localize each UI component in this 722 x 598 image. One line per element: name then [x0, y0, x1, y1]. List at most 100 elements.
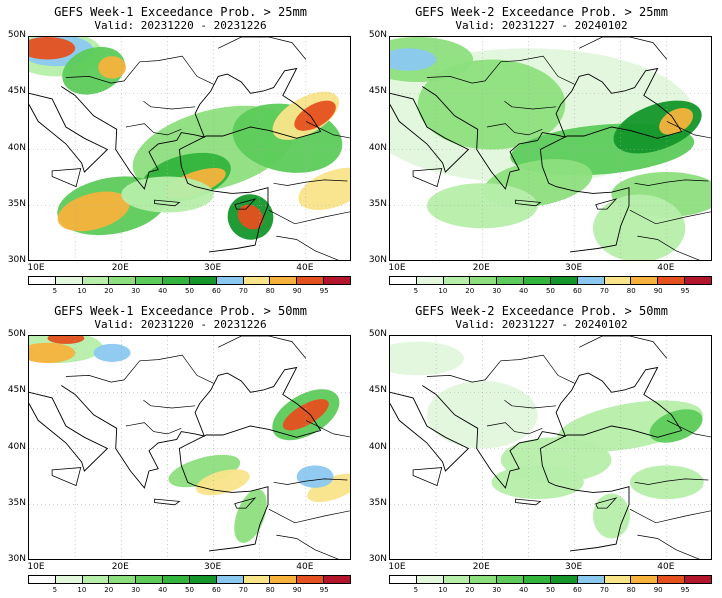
colorbar-swatch	[631, 277, 659, 284]
colorbar-swatch	[297, 576, 325, 583]
colorbar-swatch	[604, 277, 632, 284]
colorbar-swatch	[658, 576, 686, 583]
country-border	[276, 235, 339, 260]
colorbar-swatch	[390, 576, 417, 583]
colorbar-swatch	[443, 576, 471, 583]
latitude-label: 30N	[368, 554, 387, 564]
panel-valid-dates: Valid: 20231220 - 20231226	[94, 19, 267, 32]
island-outline	[595, 497, 618, 509]
latitude-label: 30N	[7, 255, 26, 265]
colorbar-tick-label: 5	[52, 287, 58, 295]
colorbar-tick-label: 5	[413, 287, 419, 295]
longitude-label: 30E	[203, 562, 222, 572]
probability-contour	[29, 342, 76, 363]
longitude-label: 30E	[564, 562, 583, 572]
country-borders	[65, 37, 350, 260]
coastlines	[390, 366, 683, 552]
panel-title: GEFS Week-1 Exceedance Prob. > 50mm	[54, 304, 307, 318]
longitude-label: 40E	[657, 263, 675, 273]
country-border	[579, 336, 668, 359]
colorbar-swatch	[577, 576, 605, 583]
probability-contour	[98, 56, 126, 79]
country-border	[273, 478, 348, 485]
latitude-label: 45N	[7, 385, 26, 396]
colorbar-tick-label: 30	[131, 586, 141, 594]
colorbar	[28, 575, 351, 584]
latitude-label: 35N	[368, 497, 387, 508]
colorbar-tick-label: 40	[519, 287, 529, 295]
colorbar-swatch	[270, 277, 298, 284]
country-border	[486, 422, 543, 435]
country-border	[143, 399, 196, 409]
map-panel-week2-50mm: GEFS Week-2 Exceedance Prob. > 50mm Vali…	[361, 299, 722, 598]
colorbar-swatch	[577, 277, 605, 284]
coastline	[422, 67, 683, 253]
colorbar-tick-label: 10	[77, 287, 87, 295]
panel-valid-dates: Valid: 20231227 - 20240102	[455, 318, 628, 331]
colorbar-swatch	[470, 576, 498, 583]
colorbar-swatch	[243, 576, 271, 583]
colorbar-tick-label: 20	[465, 586, 475, 594]
colorbar-swatch	[189, 576, 217, 583]
colorbar-tick-label: 90	[653, 287, 663, 295]
colorbar-tick-label: 40	[519, 586, 529, 594]
colorbar	[28, 276, 351, 285]
probability-shading	[29, 336, 350, 543]
longitude-label: 10E	[388, 263, 406, 273]
colorbar-tick-label: 95	[680, 287, 690, 295]
probability-contour	[390, 48, 437, 71]
map-panel-week2-25mm: GEFS Week-2 Exceedance Prob. > 25mm Vali…	[361, 0, 722, 299]
colorbar-swatch	[270, 576, 298, 583]
colorbar-tick-label: 80	[265, 287, 275, 295]
colorbar-swatch	[109, 576, 137, 583]
probability-contour	[593, 194, 686, 260]
colorbar-tick-label: 60	[572, 287, 582, 295]
probability-contour	[390, 341, 464, 376]
latitude-label: 50N	[7, 329, 26, 339]
colorbar-swatch	[685, 277, 711, 284]
colorbar-swatch	[136, 277, 164, 284]
country-borders	[426, 37, 711, 260]
coastline	[61, 366, 322, 552]
colorbar-tick-label: 30	[131, 287, 141, 295]
latitude-label: 35N	[7, 497, 26, 508]
colorbar-tick-label: 30	[492, 287, 502, 295]
longitude-label: 10E	[27, 562, 45, 572]
country-border	[218, 336, 307, 359]
map-canvas	[390, 37, 711, 260]
country-border	[629, 209, 711, 225]
colorbar-swatch	[550, 576, 578, 583]
country-border	[634, 179, 709, 186]
colorbar-tick-label: 50	[546, 287, 555, 295]
colorbar-tick-label: 70	[599, 586, 609, 594]
coastline	[390, 391, 470, 472]
country-border	[629, 508, 711, 524]
colorbar-swatch	[416, 576, 444, 583]
longitude-label: 30E	[203, 263, 222, 273]
island-outline	[51, 467, 82, 487]
probability-contour	[426, 381, 538, 449]
latitude-label: 40N	[7, 441, 26, 452]
island-outline	[234, 497, 257, 509]
colorbar-tick-label: 50	[185, 287, 194, 295]
probability-contour	[296, 465, 334, 488]
colorbar-tick-label: 10	[438, 287, 448, 295]
latitude-label: 45N	[368, 385, 387, 396]
probability-contour	[294, 100, 336, 131]
map-canvas	[29, 336, 350, 559]
probability-contour	[29, 37, 76, 60]
colorbar-swatch	[29, 576, 56, 583]
longitude-label: 10E	[27, 263, 45, 273]
island-outline	[515, 199, 542, 207]
latitude-label: 40N	[368, 142, 387, 153]
longitude-label: 20E	[472, 562, 490, 572]
colorbar-tick-label: 90	[292, 287, 302, 295]
colorbar-swatch	[82, 277, 110, 284]
probability-map	[28, 335, 351, 560]
map-panel-week1-25mm: GEFS Week-1 Exceedance Prob. > 25mm Vali…	[0, 0, 361, 299]
colorbar-tick-label: 10	[438, 586, 448, 594]
country-border	[305, 420, 350, 438]
probability-shading	[390, 37, 711, 260]
country-border	[426, 55, 575, 85]
colorbar-swatch	[497, 277, 525, 284]
